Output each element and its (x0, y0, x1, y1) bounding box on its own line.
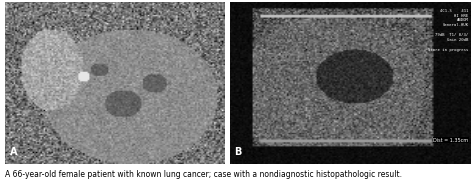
Text: A 66-year-old female patient with known lung cancer; case with a nondiagnostic h: A 66-year-old female patient with known … (5, 170, 402, 179)
Text: 4C1-S    411
HI HRE
ABDOM
General-HUK

79dB  T1/ 0/3/
Gain 20dB

Store in progre: 4C1-S 411 HI HRE ABDOM General-HUK 79dB … (428, 9, 468, 52)
Text: B: B (235, 147, 242, 158)
Text: Dist = 1.35cm: Dist = 1.35cm (433, 138, 468, 143)
Text: A: A (9, 147, 17, 158)
